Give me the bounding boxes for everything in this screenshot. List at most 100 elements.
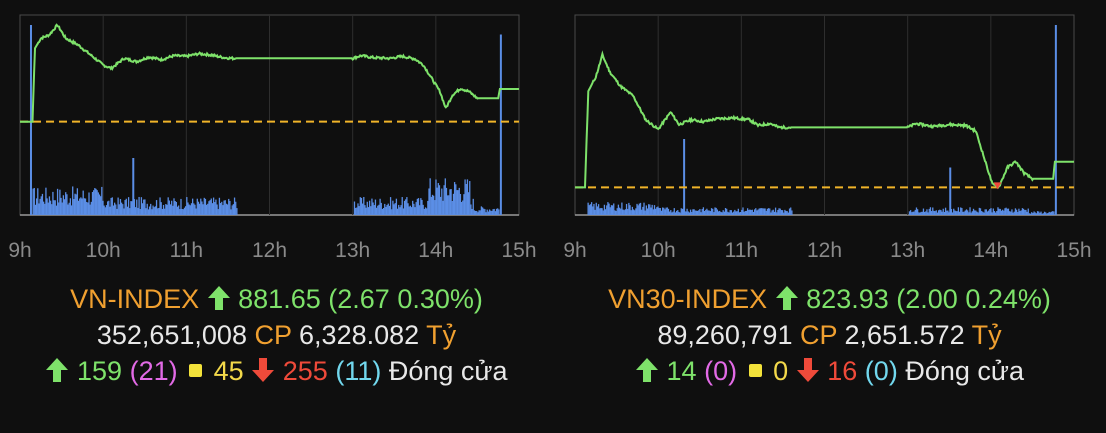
volume-bar [389, 197, 392, 215]
volume-bar [412, 200, 414, 215]
volume-bar [928, 208, 930, 215]
vn30-breadth-row: 14 (0) 0 16 (0) Đóng cửa [553, 353, 1106, 389]
volume-bar [55, 205, 58, 215]
volume-bar [634, 210, 636, 215]
volume-bar [98, 194, 101, 215]
volume-bar [643, 202, 645, 215]
volume-bar [225, 203, 228, 215]
volume-bar [638, 203, 641, 215]
volume-bar [769, 208, 771, 215]
volume-bar [46, 198, 48, 215]
volume-bar [111, 197, 113, 215]
volume-spike [949, 167, 952, 215]
volume-bar [659, 207, 661, 215]
volume-bar [165, 204, 167, 215]
volume-bar [926, 209, 928, 215]
volume-bar [922, 208, 925, 215]
volume-bar [972, 208, 975, 215]
volume-bar [1017, 211, 1019, 215]
volume-bar [51, 204, 53, 215]
vnindex-chart: 9h 10h 11h 12h 13h 14h 15h [8, 14, 537, 262]
volume-bar [451, 201, 453, 215]
volume-bar [104, 207, 106, 215]
volume-bar [964, 210, 967, 215]
volume-bar [742, 207, 744, 215]
volume-bar [452, 193, 455, 215]
volume-bar [920, 211, 922, 215]
volume-bar [746, 208, 749, 215]
volume-bar [977, 212, 979, 215]
up-arrow-icon [207, 286, 230, 310]
volume-bar [394, 203, 396, 215]
volume-bar [1011, 209, 1013, 215]
volume-bar [934, 211, 936, 215]
volume-bar [712, 208, 714, 215]
vnindex-volume-row: 352,651,008 CP 6,328.082 Tỷ [0, 317, 553, 353]
volume-bar [753, 209, 756, 215]
volume-bar [123, 208, 125, 215]
volume-bar [181, 208, 183, 215]
volume-bar [186, 197, 188, 215]
volume-bar [1003, 210, 1005, 215]
floor-count: 11 [344, 356, 373, 386]
volume-bar [637, 205, 639, 215]
volume-bar [1014, 208, 1017, 215]
volume-bar [385, 206, 387, 215]
volume-bar [183, 207, 186, 215]
volume-bar [80, 197, 82, 215]
volume-bar [357, 203, 359, 215]
volume-bar [752, 211, 755, 215]
volume-bar [631, 206, 634, 215]
volume-bar [1034, 212, 1036, 215]
volume-bar [368, 200, 371, 215]
volume-bar [657, 206, 659, 215]
volume-bar [955, 211, 957, 215]
volume-bar [632, 209, 635, 215]
volume-bar [595, 202, 597, 215]
volume-bar [361, 203, 364, 215]
volume-bar [180, 198, 182, 215]
volume-bar [738, 212, 741, 215]
volume-bar [141, 203, 144, 215]
volume-bar [982, 211, 984, 215]
x-tick-label: 12h [807, 239, 842, 262]
volume-bar [228, 198, 230, 215]
index-change: 2.00 [905, 284, 958, 314]
volume-bar [788, 208, 791, 215]
volume-bar [424, 207, 427, 215]
volume-bar [450, 189, 452, 215]
volume-bar [471, 208, 473, 215]
volume-bar [719, 210, 721, 215]
volume-bar [1049, 212, 1052, 215]
volume-bar [445, 187, 448, 215]
volume-bar [45, 187, 47, 215]
index-value: 881.65 [238, 284, 321, 314]
volume-bar [462, 200, 464, 215]
volume-bar [791, 210, 793, 215]
volume-bar [444, 178, 446, 215]
volume-bar [915, 207, 918, 215]
volume-bar [663, 207, 665, 215]
volume-bar [968, 212, 970, 215]
volume-bar [160, 202, 162, 215]
volume-bar [948, 212, 950, 215]
volume-bar [709, 211, 712, 215]
volume-bar [734, 209, 736, 215]
volume-bar [758, 208, 760, 215]
volume-bar [115, 204, 117, 215]
volume-bar [100, 196, 102, 215]
decliners-count: 16 [827, 356, 858, 386]
volume-bar [963, 211, 965, 215]
volume-bar [194, 204, 196, 215]
volume-bar [692, 209, 694, 215]
volume-bar [86, 201, 88, 215]
volume-bar [223, 200, 225, 215]
volume-bar [474, 210, 477, 215]
volume-bar [957, 207, 960, 215]
volume-bar [644, 210, 646, 215]
volume-bar [589, 204, 592, 215]
volume-bar [217, 209, 219, 215]
volume-bar [956, 211, 958, 215]
volume-bar [749, 209, 751, 215]
vn30-volume-row: 89,260,791 CP 2,651.572 Tỷ [553, 317, 1106, 353]
